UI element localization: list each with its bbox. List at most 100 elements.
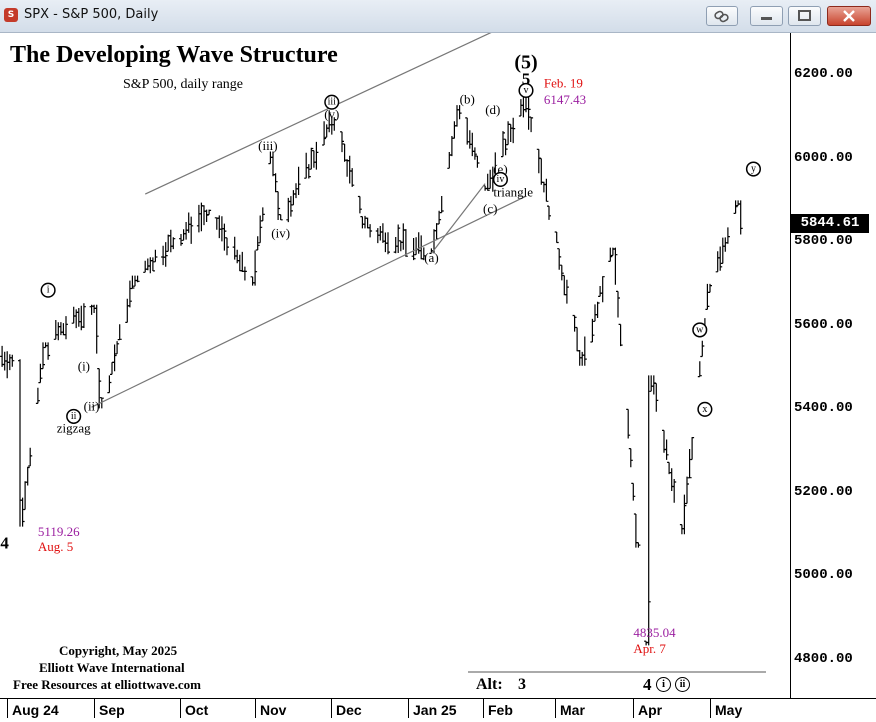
ohlc-bar — [669, 468, 674, 491]
ohlc-bar — [613, 247, 618, 285]
ohlc-bar — [736, 200, 741, 207]
link-icon[interactable] — [706, 6, 738, 26]
ohlc-bar — [554, 231, 559, 244]
ohlc-bar — [628, 448, 633, 468]
ohlc-bar — [616, 290, 620, 318]
ohlc-bar — [110, 361, 114, 375]
ohlc-bar — [414, 237, 419, 256]
ohlc-bar — [682, 494, 687, 535]
ohlc-bar — [705, 283, 710, 310]
wave-label-circled: i — [47, 285, 50, 296]
wave-label-circle — [745, 161, 761, 177]
ohlc-bar — [472, 147, 477, 160]
ohlc-bar — [718, 246, 723, 271]
ohlc-bar — [536, 148, 541, 174]
ohlc-bar — [161, 245, 166, 266]
wave-label-circled: iv — [497, 174, 505, 185]
ohlc-bar — [518, 99, 523, 117]
wave-label: (e) — [493, 162, 507, 177]
ohlc-bar — [71, 306, 76, 324]
ohlc-bar — [296, 166, 301, 195]
time-tick-mark — [180, 698, 181, 718]
ohlc-bar — [529, 116, 534, 133]
ohlc-bar — [595, 301, 600, 318]
wave-label: Apr. 7 — [633, 641, 666, 656]
wave-label-circle — [324, 94, 340, 110]
alt-value: 3 — [518, 676, 526, 693]
wave-label: (b) — [460, 91, 475, 106]
ohlc-bar — [214, 217, 219, 230]
wave-label: (iii) — [258, 138, 278, 153]
time-tick-mark — [255, 698, 256, 718]
ohlc-bar — [99, 397, 104, 409]
ohlc-bar — [654, 382, 659, 412]
ohlc-bar — [107, 375, 112, 394]
ohlc-bar — [171, 237, 176, 250]
ohlc-bar — [202, 205, 206, 226]
ohlc-bar — [421, 247, 426, 261]
ohlc-bar — [651, 375, 656, 395]
ohlc-bar — [145, 258, 150, 271]
time-tick-label: Oct — [185, 702, 209, 718]
ohlc-bar — [368, 224, 373, 238]
ohlc-bar — [41, 342, 45, 370]
ohlc-bar — [166, 234, 171, 252]
time-tick-label: Nov — [260, 702, 287, 718]
ohlc-bar — [357, 195, 362, 214]
ohlc-bar — [582, 336, 587, 366]
ohlc-bar — [350, 168, 355, 187]
ohlc-bar — [130, 275, 135, 290]
ohlc-bar — [403, 229, 408, 257]
ohlc-bar — [204, 209, 209, 222]
ohlc-bar — [541, 181, 546, 193]
minimize-icon[interactable] — [750, 6, 783, 26]
wave-label-circled: w — [696, 324, 704, 335]
ohlc-bar — [572, 314, 577, 332]
ohlc-bar — [401, 223, 406, 250]
ohlc-bar — [153, 249, 158, 263]
ohlc-bar — [557, 248, 562, 270]
wave-label: (iv) — [271, 225, 290, 240]
wave-label: 5 — [522, 70, 531, 89]
ohlc-bar — [184, 222, 189, 240]
ohlc-bar — [199, 202, 204, 232]
price-tick-label: 6000.00 — [794, 149, 853, 166]
ohlc-bar — [35, 387, 40, 404]
ohlc-bar — [46, 342, 51, 360]
ohlc-bar — [225, 237, 229, 256]
ohlc-bar — [235, 249, 240, 264]
price-tick-label: 5800.00 — [794, 233, 853, 250]
ohlc-bar — [608, 247, 613, 262]
ohlc-bar — [81, 303, 86, 328]
ohlc-bar — [524, 97, 528, 113]
chart-subtitle: S&P 500, daily range — [123, 77, 244, 92]
wave-label: Aug. 5 — [38, 539, 73, 554]
ohlc-bar — [58, 322, 63, 336]
ohlc-bar — [309, 147, 314, 170]
price-tick-label: 5000.00 — [794, 567, 853, 584]
ohlc-bar — [115, 341, 120, 355]
ohlc-bar — [467, 130, 472, 149]
wave-label-circled: x — [702, 404, 707, 415]
alt-wave-ii: ii — [675, 677, 690, 692]
wave-label-circled: iii — [328, 97, 337, 108]
maximize-icon[interactable] — [788, 6, 821, 26]
ohlc-bar — [636, 542, 641, 548]
price-tick-label: 5200.00 — [794, 483, 853, 500]
ohlc-bar — [465, 117, 470, 145]
ohlc-bar — [434, 223, 439, 241]
ohlc-bar — [179, 234, 183, 246]
ohlc-bar — [324, 124, 329, 138]
window-titlebar: S SPX - S&P 500, Daily — [0, 0, 876, 33]
ohlc-bar — [365, 217, 370, 229]
ohlc-bar — [20, 497, 25, 527]
ohlc-bar — [457, 105, 462, 120]
ohlc-bar — [485, 173, 490, 191]
ohlc-bar — [697, 361, 702, 378]
ohlc-bar — [378, 226, 383, 241]
ohlc-bar — [250, 276, 255, 286]
time-tick-mark — [483, 698, 484, 718]
ohlc-bar — [237, 254, 242, 272]
close-icon[interactable] — [827, 6, 871, 26]
